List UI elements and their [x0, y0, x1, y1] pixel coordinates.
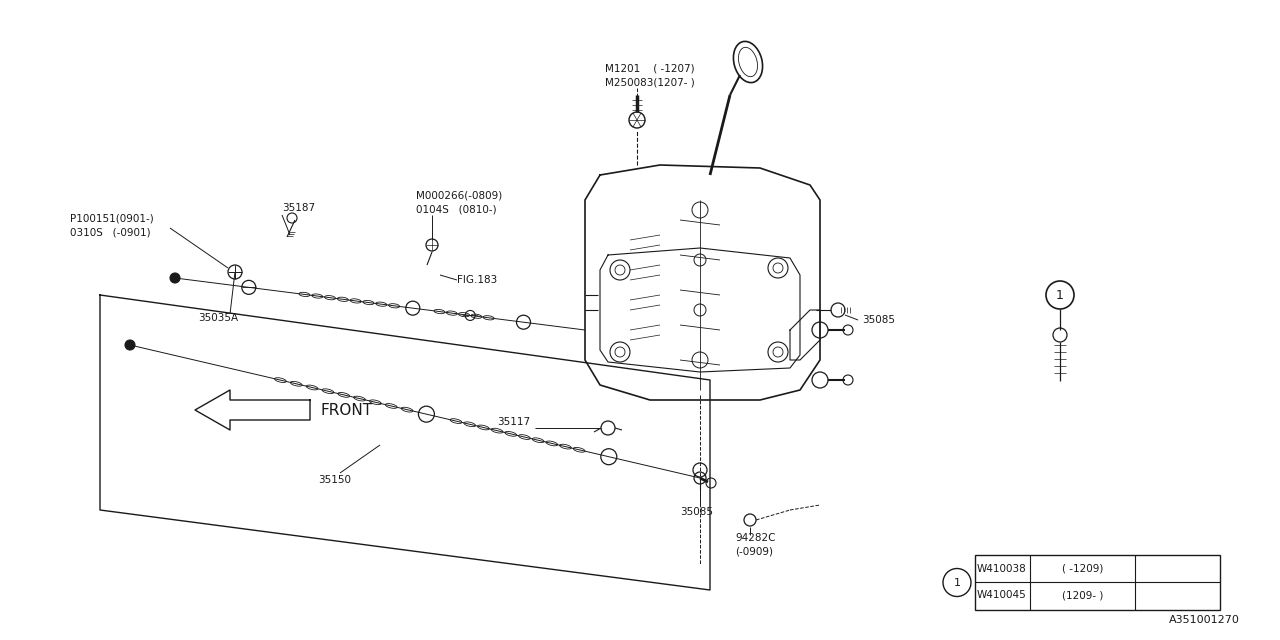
Text: 35085: 35085 [861, 315, 895, 325]
Text: (-0909): (-0909) [735, 547, 773, 557]
Text: FIG.183: FIG.183 [457, 275, 497, 285]
Text: W410038: W410038 [977, 563, 1027, 573]
Text: M250083(1207- ): M250083(1207- ) [605, 77, 695, 87]
Text: 0104S   (0810-): 0104S (0810-) [416, 204, 497, 214]
Text: 0310S   (-0901): 0310S (-0901) [70, 227, 151, 237]
Text: 1: 1 [954, 577, 960, 588]
Text: 1: 1 [1056, 289, 1064, 301]
Text: 35035A: 35035A [198, 313, 238, 323]
Text: A351001270: A351001270 [1169, 615, 1240, 625]
Text: 35187: 35187 [282, 203, 315, 213]
Text: M000266(-0809): M000266(-0809) [416, 190, 502, 200]
Text: 35117: 35117 [497, 417, 530, 427]
Circle shape [125, 340, 134, 350]
Text: (1209- ): (1209- ) [1062, 591, 1103, 600]
Text: 94282C: 94282C [735, 533, 776, 543]
Text: P100151(0901-): P100151(0901-) [70, 213, 154, 223]
Text: 35085: 35085 [680, 507, 713, 517]
Text: 35150: 35150 [317, 475, 351, 485]
Circle shape [170, 273, 180, 283]
Text: ( -1209): ( -1209) [1062, 563, 1103, 573]
Polygon shape [195, 390, 310, 430]
Bar [975, 555, 1220, 610]
Text: FRONT: FRONT [320, 403, 372, 417]
Text: W410045: W410045 [977, 591, 1027, 600]
Text: M1201    ( -1207): M1201 ( -1207) [605, 63, 695, 73]
